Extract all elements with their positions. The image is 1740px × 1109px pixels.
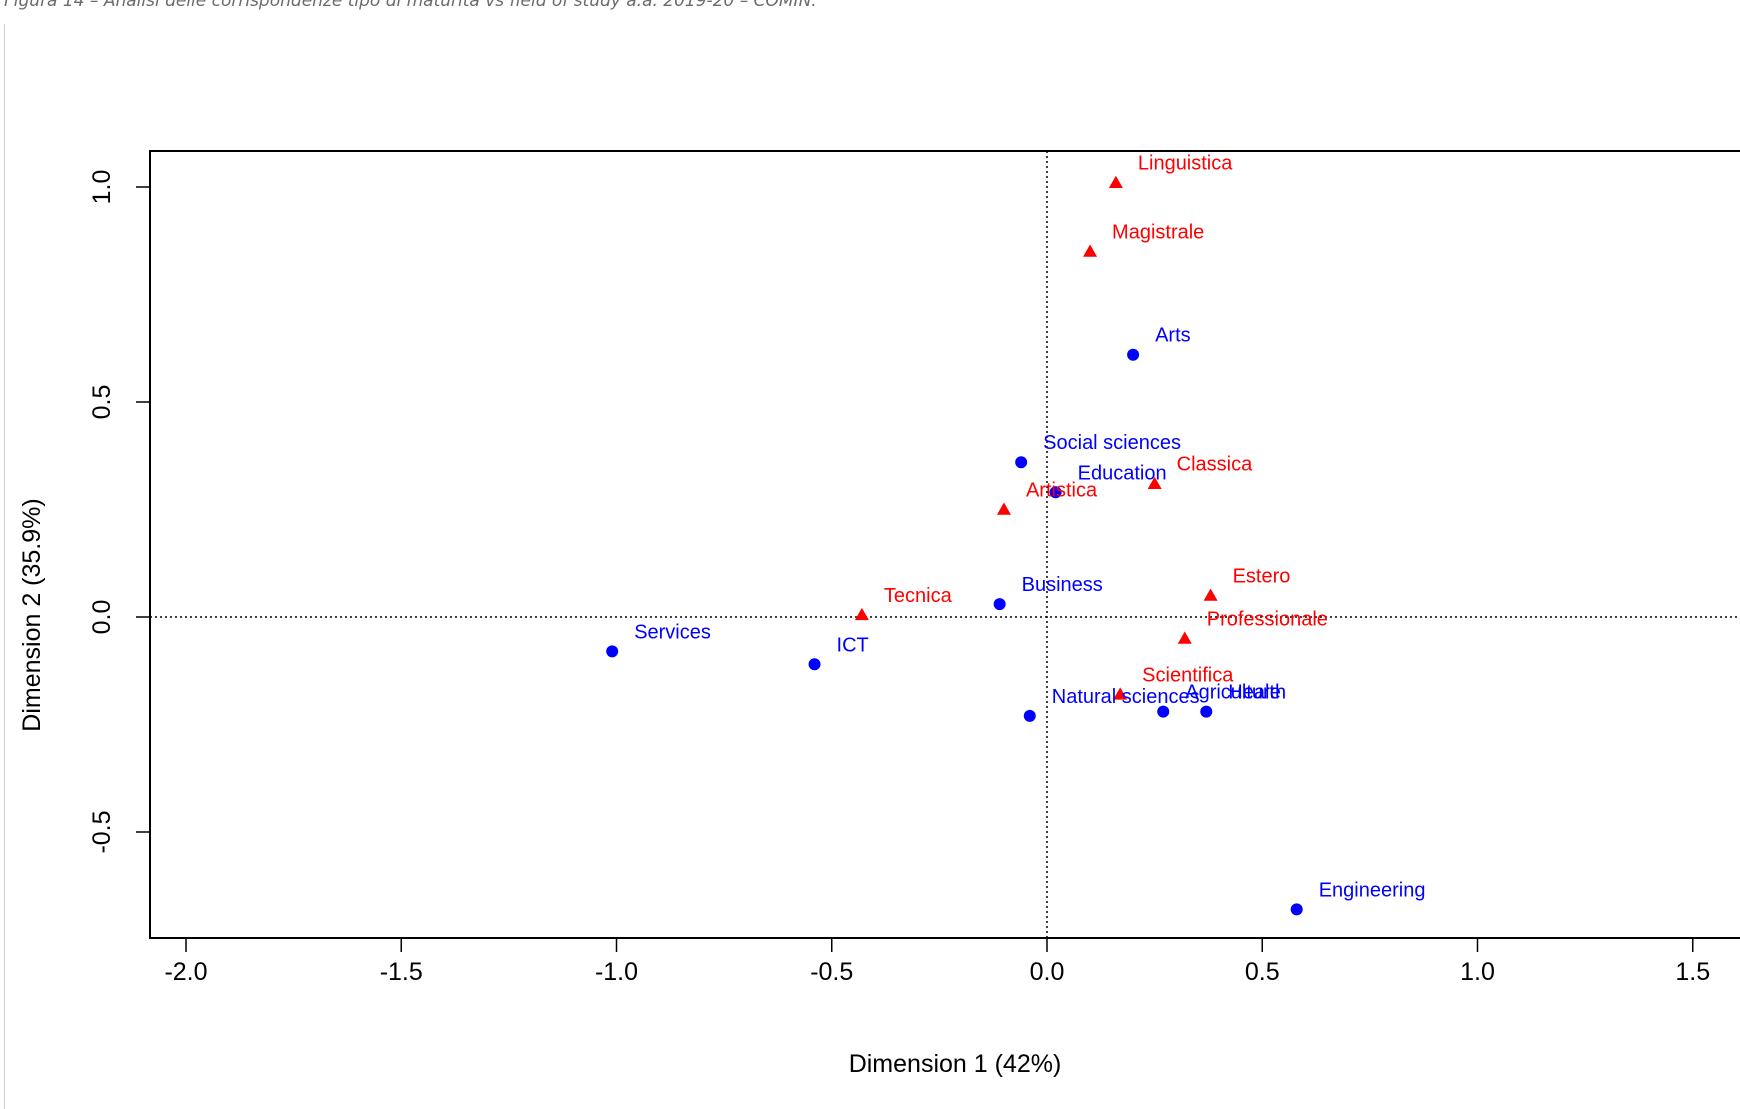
data-points xyxy=(606,175,1303,916)
point-label: Artistica xyxy=(1026,480,1098,502)
point-label: Business xyxy=(1022,574,1103,596)
triangle-point xyxy=(854,607,869,621)
circle-point xyxy=(1157,705,1170,718)
circle-point xyxy=(1023,709,1036,722)
circle-point xyxy=(606,645,619,658)
x-axis: -2.0 -1.5 -1.0 -0.5 0.0 0.5 1.0 1.5 xyxy=(164,938,1710,986)
point-label: Magistrale xyxy=(1112,222,1204,244)
x-tick-label: 1.0 xyxy=(1460,958,1495,986)
circle-point xyxy=(1015,456,1028,469)
reference-lines xyxy=(150,151,1740,938)
point-label: Scientifica xyxy=(1142,664,1234,686)
point-label: Natural sciences xyxy=(1052,686,1200,708)
triangle-point xyxy=(1113,687,1128,700)
point-label: Education xyxy=(1078,462,1167,484)
point-label: Linguistica xyxy=(1138,153,1233,175)
circle-point xyxy=(1127,348,1140,361)
triangle-point xyxy=(1177,631,1192,644)
y-axis-label: Dimension 2 (35.9%) xyxy=(18,498,46,731)
circle-point xyxy=(993,598,1006,611)
triangle-point xyxy=(1108,175,1123,188)
x-tick-label: 0.5 xyxy=(1245,958,1280,986)
x-axis-label: Dimension 1 (42%) xyxy=(849,1050,1062,1078)
plot-border xyxy=(149,150,1740,939)
page-left-rule xyxy=(4,24,5,1109)
point-labels: Linguistica Magistrale Classica Artistica Te… xyxy=(634,153,1425,902)
figure-caption: Figura 14 – Analisi delle corrispondenze… xyxy=(4,0,817,11)
circle-point xyxy=(1290,903,1303,916)
point-label: Arts xyxy=(1155,325,1191,347)
x-tick-label: -2.0 xyxy=(164,958,207,986)
x-tick-label: 1.5 xyxy=(1675,958,1710,986)
y-tick-label: 1.0 xyxy=(88,170,116,205)
triangle-point xyxy=(996,502,1011,515)
circle-point xyxy=(808,658,821,671)
x-tick-label: -0.5 xyxy=(810,958,853,986)
x-tick-label: 0.0 xyxy=(1030,958,1065,986)
point-label: Services xyxy=(634,621,711,643)
point-label: Social sciences xyxy=(1043,432,1181,454)
point-label: Agriculture xyxy=(1185,682,1281,704)
point-label: Classica xyxy=(1177,454,1253,476)
y-axis: -0.5 0.0 0.5 1.0 xyxy=(88,170,150,854)
point-label: Health xyxy=(1228,682,1286,704)
x-tick-label: -1.5 xyxy=(380,958,423,986)
y-tick-label: 0.5 xyxy=(88,385,116,420)
plot-frame xyxy=(149,150,1740,939)
point-label: Professionale xyxy=(1207,609,1328,631)
x-tick-label: -1.0 xyxy=(595,958,638,986)
point-label: Estero xyxy=(1233,566,1291,588)
point-label: Tecnica xyxy=(884,585,953,607)
circle-point xyxy=(1200,705,1213,718)
triangle-point xyxy=(1203,588,1218,601)
y-tick-label: 0.0 xyxy=(88,600,116,635)
triangle-point xyxy=(1083,244,1098,257)
y-tick-label: -0.5 xyxy=(88,810,116,853)
point-label: Engineering xyxy=(1319,879,1426,901)
point-label: ICT xyxy=(837,634,869,656)
circle-point xyxy=(1049,486,1062,499)
triangle-point xyxy=(1147,476,1162,489)
